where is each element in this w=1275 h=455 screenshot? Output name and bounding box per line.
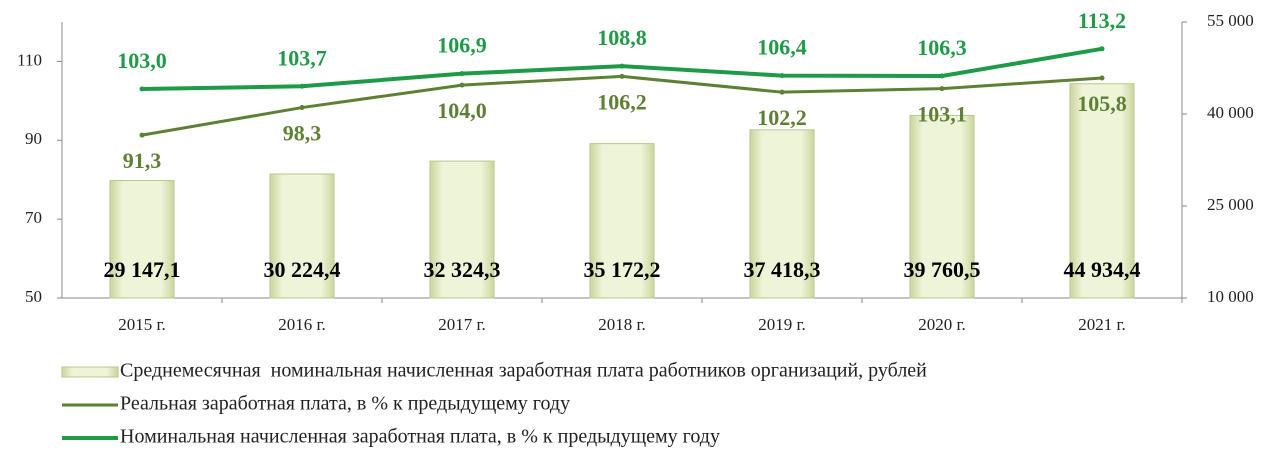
bar-label: 44 934,4 <box>1064 257 1141 282</box>
line-label: 108,8 <box>597 25 647 50</box>
bar-label: 30 224,4 <box>264 257 341 282</box>
bar <box>909 114 975 299</box>
y2-tick-label: 55 000 <box>1207 11 1254 30</box>
line-label: 113,2 <box>1078 8 1126 33</box>
bar <box>1069 83 1135 299</box>
line-marker <box>939 73 945 79</box>
y-tick-label: 50 <box>25 287 42 306</box>
line-marker <box>139 86 145 92</box>
y-tick-label: 70 <box>25 208 42 227</box>
line-marker <box>619 63 625 69</box>
bar-label: 29 147,1 <box>104 257 181 282</box>
x-tick-label: 2018 г. <box>598 315 646 334</box>
line-marker <box>459 71 465 77</box>
x-tick-label: 2015 г. <box>118 315 166 334</box>
line-label: 103,0 <box>117 48 167 73</box>
x-tick-label: 2021 г. <box>1078 315 1126 334</box>
bar-label: 35 172,2 <box>584 257 661 282</box>
line-marker <box>779 89 785 95</box>
line-label: 106,2 <box>597 89 647 114</box>
line-marker <box>779 73 785 79</box>
line-label: 106,3 <box>917 35 967 60</box>
legend-label: Среднемесячная номинальная начисленная з… <box>120 360 927 382</box>
bar-label: 39 760,5 <box>904 257 981 282</box>
legend-label: Номинальная начисленная заработная плата… <box>120 426 720 448</box>
line-label: 102,2 <box>757 105 807 130</box>
line-marker <box>1099 75 1105 81</box>
line-marker <box>1099 46 1105 52</box>
line-marker <box>939 86 945 92</box>
y2-tick-label: 40 000 <box>1207 103 1254 122</box>
x-tick-label: 2017 г. <box>438 315 486 334</box>
bar <box>269 173 335 299</box>
line-label: 103,1 <box>917 102 967 127</box>
line-label: 104,0 <box>437 98 487 123</box>
line-label: 91,3 <box>123 148 162 173</box>
y-tick-label: 90 <box>25 129 42 148</box>
y-tick-label: 110 <box>17 50 42 69</box>
y2-tick-label: 25 000 <box>1207 195 1254 214</box>
legend-label: Реальная заработная плата, в % к предыду… <box>120 393 570 415</box>
bar <box>589 143 655 299</box>
x-tick-label: 2020 г. <box>918 315 966 334</box>
line-label: 98,3 <box>283 121 322 146</box>
y2-tick-label: 10 000 <box>1207 287 1254 306</box>
line-label: 106,9 <box>437 33 487 58</box>
line-label: 103,7 <box>277 45 327 70</box>
line-label: 105,8 <box>1077 91 1127 116</box>
line-label: 106,4 <box>757 35 807 60</box>
line-marker <box>619 73 625 79</box>
legend-swatch <box>61 366 119 378</box>
bar <box>429 160 495 299</box>
line-marker <box>299 105 305 111</box>
bar <box>749 129 815 299</box>
line-marker <box>299 83 305 89</box>
x-tick-label: 2019 г. <box>758 315 806 334</box>
bar-label: 37 418,3 <box>744 257 821 282</box>
bar-label: 32 324,3 <box>424 257 501 282</box>
line-marker <box>459 82 465 88</box>
x-tick-label: 2016 г. <box>278 315 326 334</box>
bar <box>109 180 175 299</box>
line-marker <box>139 132 145 138</box>
